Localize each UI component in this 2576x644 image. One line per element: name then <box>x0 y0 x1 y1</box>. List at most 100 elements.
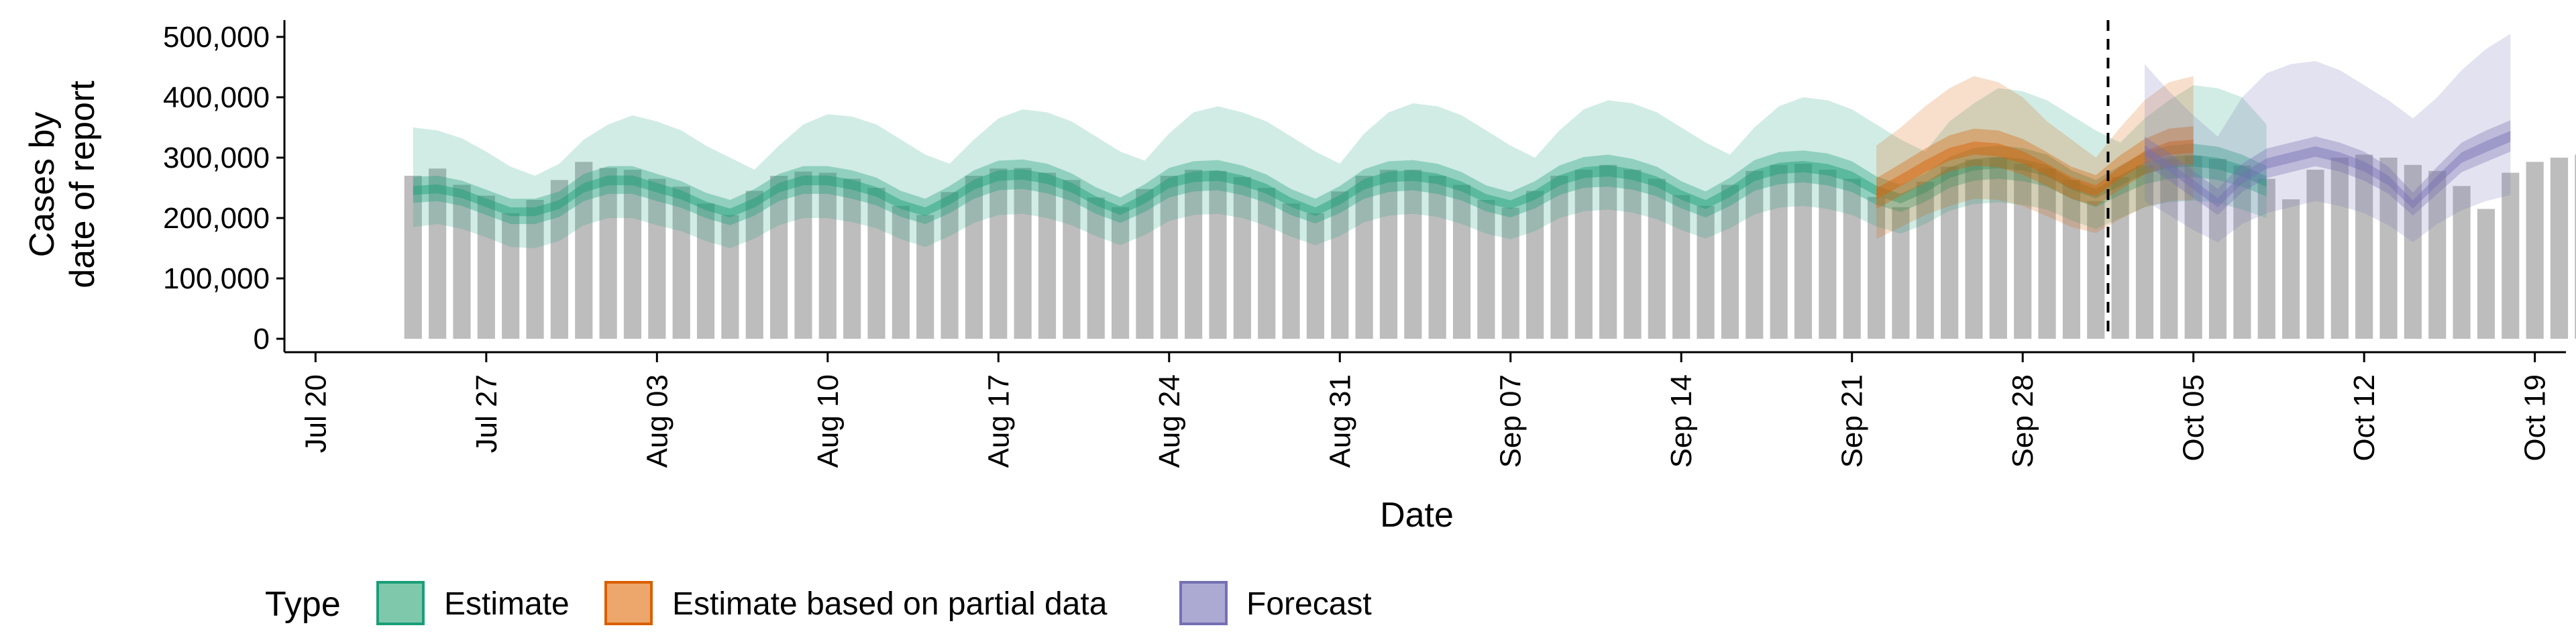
reported-cases-bar <box>794 171 812 339</box>
legend-title: Type <box>265 585 341 624</box>
reported-cases-bar <box>2526 162 2544 339</box>
reported-cases-bar <box>1379 170 1398 339</box>
reported-cases-bar <box>1721 184 1739 339</box>
reported-cases-bar <box>696 203 715 339</box>
reported-cases-bar <box>1989 158 2007 339</box>
legend: Type Estimate Estimate based on partial … <box>265 581 1372 625</box>
partial-estimate-50-interval <box>1876 126 2194 209</box>
reported-cases-bar <box>2477 209 2496 339</box>
reported-cases-bar <box>404 176 422 339</box>
reported-cases-bar <box>1282 203 1300 339</box>
reported-cases-bar <box>2135 165 2154 339</box>
forecast-50-interval <box>2145 120 2511 216</box>
reported-cases-bar <box>623 170 642 339</box>
y-tick-label: 0 <box>254 323 270 356</box>
reported-cases-bar <box>1867 197 1886 339</box>
reported-cases-bar <box>1941 166 1959 339</box>
x-axis-title: Date <box>1380 496 1454 535</box>
reported-cases-bar <box>2550 158 2569 339</box>
reported-cases-bar <box>2428 170 2447 339</box>
legend-swatch-estimate <box>376 581 425 625</box>
reported-cases-bar <box>550 180 568 339</box>
reported-cases-bar <box>2233 165 2251 339</box>
legend-label-estimate: Estimate <box>444 586 570 622</box>
x-tick-label: Aug 31 <box>1324 374 1356 468</box>
reported-cases-bar <box>2062 180 2080 339</box>
estimate-50-interval <box>413 144 2267 225</box>
reported-cases-bar <box>1355 176 1373 339</box>
y-axis-title-line-1: Cases by <box>23 112 62 258</box>
reported-cases-bar <box>2355 154 2373 339</box>
forecast-median-band <box>2145 131 2511 209</box>
reported-cases-bar <box>575 162 593 339</box>
reported-cases-bars <box>404 154 2576 339</box>
y-axis-title: Cases by date of report <box>23 80 102 288</box>
reported-cases-bar <box>1623 170 1642 339</box>
reported-cases-bar <box>1038 172 1057 339</box>
reported-cases-bar <box>1819 170 1837 339</box>
reported-cases-bar <box>1258 188 1276 339</box>
reported-cases-bar <box>1063 180 1081 339</box>
reported-cases-bar <box>1209 170 1227 339</box>
reported-cases-bar <box>1648 178 1666 339</box>
reported-cases-bar <box>1087 197 1105 339</box>
reported-cases-bar <box>2453 186 2471 339</box>
reported-cases-bar <box>2087 201 2105 339</box>
partial-estimate-ribbons <box>1876 76 2194 239</box>
reported-cases-bar <box>526 200 544 339</box>
x-tick-label: Jul 27 <box>470 374 503 453</box>
reported-cases-bar <box>1185 170 1203 339</box>
reported-cases-bar <box>965 176 983 339</box>
reported-cases-bar <box>477 195 495 339</box>
reported-cases-bar <box>2330 158 2349 339</box>
reported-cases-bar <box>2160 159 2178 339</box>
reported-cases-bar <box>818 172 837 339</box>
x-tick-label: Aug 03 <box>641 374 674 468</box>
reported-cases-bar <box>1672 195 1690 339</box>
partial-estimate-90-interval <box>1876 76 2194 239</box>
reported-cases-bar <box>1599 164 1617 339</box>
x-tick-label: Jul 20 <box>299 374 332 453</box>
reported-cases-bar <box>2014 164 2032 339</box>
estimate-90-interval <box>413 85 2267 248</box>
reported-cases-bar <box>599 168 617 339</box>
y-axis-title-line-2: date of report <box>63 80 102 288</box>
reported-cases-bar <box>1526 191 1544 339</box>
reported-cases-bar <box>502 213 520 339</box>
reported-cases-bar <box>1501 207 1519 339</box>
reported-cases-bar <box>2038 168 2056 339</box>
reported-cases-bar <box>2184 156 2202 339</box>
reported-cases-bar <box>916 215 934 339</box>
reported-cases-bar <box>1574 170 1593 339</box>
reported-cases-bar <box>453 184 471 339</box>
reported-cases-bar <box>1843 178 1861 339</box>
reported-cases-bar <box>1794 164 1813 339</box>
forecast-90-interval <box>2145 34 2511 242</box>
legend-swatch-partial <box>604 581 653 625</box>
reported-cases-bar <box>2306 170 2324 339</box>
reported-cases-bar <box>2404 164 2422 339</box>
x-tick-label: Aug 24 <box>1153 374 1186 468</box>
reported-cases-bar <box>2575 154 2576 339</box>
x-tick-label: Sep 28 <box>2006 374 2039 468</box>
y-axis-ticks: 0 100,000 200,000 300,000 400,000 500,000 <box>163 21 284 356</box>
reported-cases-bar <box>989 168 1008 339</box>
reported-cases-bar <box>648 178 666 339</box>
x-tick-label: Oct 05 <box>2178 374 2210 462</box>
legend-label-partial: Estimate based on partial data <box>672 586 1108 622</box>
reported-cases-bar <box>1697 206 1715 339</box>
x-tick-label: Aug 10 <box>812 374 845 468</box>
y-tick-label: 400,000 <box>163 81 270 114</box>
reported-cases-bar <box>721 215 739 339</box>
reported-cases-bar <box>770 176 788 339</box>
reported-cases-bar <box>1160 176 1178 339</box>
reported-cases-bar <box>2502 172 2520 339</box>
x-tick-label: Sep 07 <box>1495 374 1527 468</box>
reported-cases-bar <box>1233 176 1251 339</box>
x-tick-label: Oct 19 <box>2519 374 2552 462</box>
estimate-ribbons <box>413 85 2267 248</box>
y-tick-label: 500,000 <box>163 21 270 54</box>
reported-cases-bar <box>1331 191 1349 339</box>
reported-cases-bar <box>1477 200 1495 339</box>
